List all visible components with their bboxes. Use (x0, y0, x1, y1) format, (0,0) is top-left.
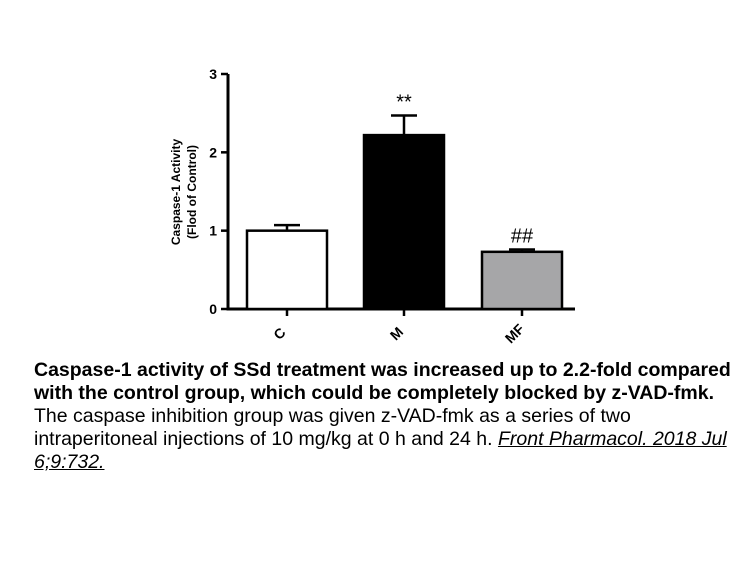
y-tick-label-3: 3 (209, 66, 217, 82)
significance-label-MF: ## (511, 225, 534, 247)
bar-MF (480, 250, 564, 311)
bar-M (362, 133, 446, 311)
caption-body: The caspase inhibition group was given z… (34, 405, 734, 474)
y-axis-label: Caspase-1 Activity (Flod of Control) (169, 139, 199, 246)
citation-link[interactable]: Front Pharmacol. 2018 Jul 6;9:732. (34, 428, 727, 473)
y-tick-label-1: 1 (209, 223, 217, 239)
y-axis-label-line1: Caspase-1 Activity (169, 139, 183, 246)
bar-chart: Caspase-1 Activity (Flod of Control) 0 1 2… (169, 66, 575, 346)
bar-C (245, 229, 329, 311)
significance-label-M: ** (396, 92, 412, 114)
x-tick-label-MF: MF (502, 320, 528, 346)
plot-area: 0 1 2 3 C M ** MF ## (209, 66, 575, 346)
x-tick-label-C: C (270, 324, 288, 342)
y-tick-label-2: 2 (209, 144, 217, 160)
caption-title: Caspase-1 activity of SSd treatment was … (34, 359, 731, 404)
figure-caption: Caspase-1 activity of SSd treatment was … (34, 359, 734, 474)
y-tick-label-0: 0 (209, 301, 217, 317)
x-tick-label-M: M (387, 324, 407, 344)
caption-text: The caspase inhibition group was given z… (34, 405, 631, 450)
y-axis-label-line2: (Flod of Control) (185, 145, 199, 239)
